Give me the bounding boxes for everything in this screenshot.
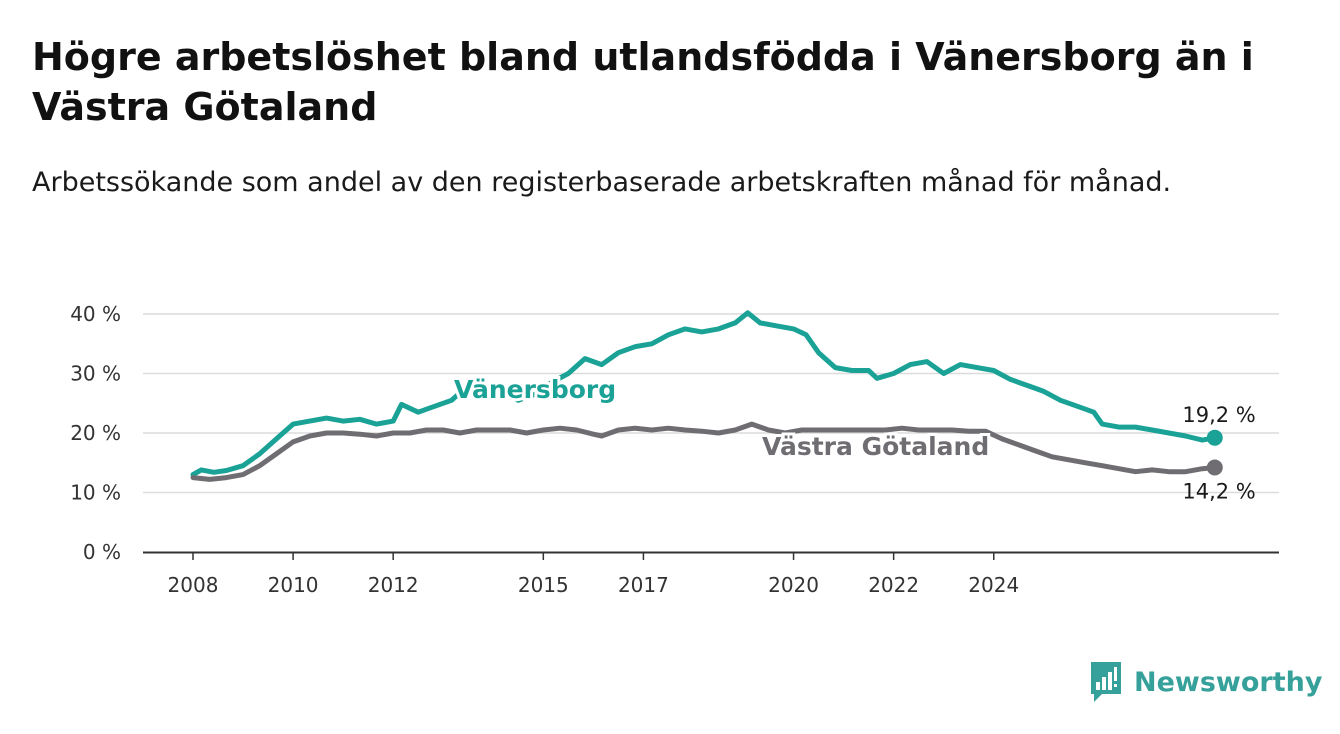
x-tick-label: 2020: [768, 573, 819, 597]
x-tick-label: 2010: [268, 573, 319, 597]
series-line-vastra-gotaland: [190, 421, 1218, 482]
series-name-label-vastra-gotaland: Västra Götaland: [762, 432, 989, 461]
x-tick-label: 2015: [518, 573, 569, 597]
newsworthy-logo-icon: [1091, 662, 1121, 702]
x-tick-label: 2012: [368, 573, 419, 597]
series-endpoint-vastra-gotaland: [1206, 459, 1223, 476]
x-tick-label: 2024: [968, 573, 1019, 597]
brand-name: Newsworthy: [1134, 666, 1323, 698]
y-tick-label: 0 %: [83, 540, 121, 564]
series-labels: Vänersborg 19,2 % Västra Götaland 14,2 %: [451, 372, 1256, 504]
newsworthy-brand[interactable]: Newsworthy: [1088, 660, 1322, 704]
x-tick-label: 2017: [618, 573, 669, 597]
series-end-value-vastra-gotaland: 14,2 %: [1182, 480, 1255, 504]
y-tick-label: 30 %: [70, 362, 121, 386]
series-lines: [190, 310, 1223, 482]
series-name-label-vanersborg: Vänersborg: [454, 375, 616, 404]
x-tick-label: 2008: [168, 573, 219, 597]
chart-subtitle: Arbetssökande som andel av den registerb…: [32, 167, 1172, 198]
y-tick-label: 10 %: [70, 481, 121, 505]
y-axis-ticks: 0 % 10 % 20 % 30 % 40 %: [70, 302, 121, 564]
y-tick-label: 40 %: [70, 302, 121, 326]
x-axis-ticks: 2008 2010 2012 2015 2017 2020 2022 2024: [168, 552, 1019, 597]
x-tick-label: 2022: [868, 573, 919, 597]
series-end-value-vanersborg: 19,2 %: [1182, 403, 1255, 427]
y-tick-label: 20 %: [70, 421, 121, 445]
chart-title: Högre arbetslöshet bland utlandsfödda i …: [32, 35, 1254, 129]
series-endpoint-vanersborg: [1206, 429, 1223, 446]
series-line-vanersborg: [190, 310, 1218, 478]
